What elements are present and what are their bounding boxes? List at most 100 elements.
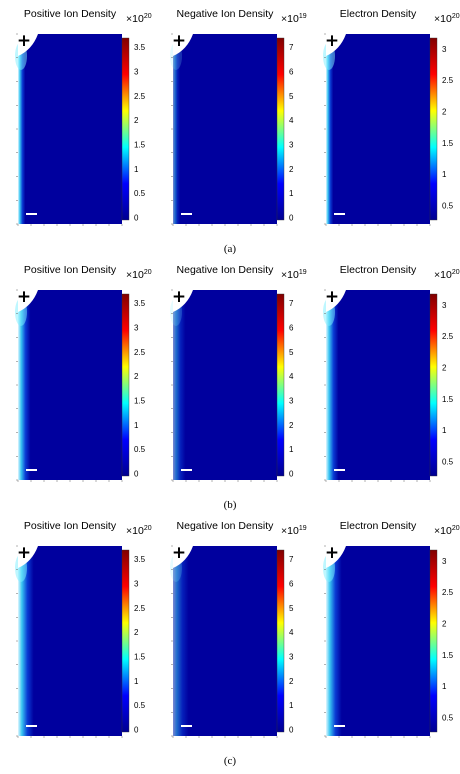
- density-panel: Electron Density+ ×1020 3 2.5 2 1.5 1 0.5: [323, 8, 460, 226]
- colorbar-exponent: ×1020: [126, 525, 152, 537]
- plus-electrode-icon: +: [325, 287, 339, 307]
- colorbar: [276, 37, 285, 221]
- plus-electrode-icon: +: [325, 31, 339, 51]
- colorbar: [429, 37, 438, 221]
- scale-bar: [181, 469, 192, 471]
- colorbar-tick-label: 1.5: [134, 652, 146, 661]
- edge-glow: [326, 546, 430, 736]
- colorbar-tick-label: 7: [289, 299, 294, 308]
- colorbar-tick-label: 0: [289, 213, 294, 222]
- colorbar-tick-label: 0.5: [442, 457, 454, 466]
- colorbar-tick-label: 3: [442, 557, 447, 566]
- colorbar-exponent: ×1020: [434, 269, 460, 281]
- scale-bar: [334, 213, 345, 215]
- row-caption: (c): [224, 755, 237, 767]
- colorbar-tick-label: 1: [289, 189, 294, 198]
- edge-glow: [18, 546, 122, 736]
- panel-title: Electron Density: [340, 8, 417, 20]
- colorbar-tick-label: 1.5: [442, 651, 454, 660]
- colorbar-tick-label: 4: [289, 116, 294, 125]
- colorbar-tick-label: 1: [134, 165, 139, 174]
- panel-title: Positive Ion Density: [24, 8, 117, 20]
- panel-title: Electron Density: [340, 520, 417, 532]
- scale-bar: [334, 725, 345, 727]
- electrode-region: [173, 290, 193, 312]
- colorbar-tick-label: 2: [442, 108, 447, 117]
- colorbar: [121, 293, 130, 477]
- edge-glow: [173, 546, 277, 736]
- panel-title: Electron Density: [340, 264, 417, 276]
- panel-title: Positive Ion Density: [24, 264, 117, 276]
- colorbar-tick-label: 0: [134, 213, 139, 222]
- colorbar-tick-label: 0: [134, 725, 139, 734]
- colorbar-tick-label: 1.5: [134, 140, 146, 149]
- colorbar-tick-label: 1.5: [442, 139, 454, 148]
- colorbar-exponent: ×1020: [126, 13, 152, 25]
- plus-electrode-icon: +: [172, 543, 186, 563]
- scale-bar: [334, 469, 345, 471]
- colorbar: [429, 549, 438, 733]
- colorbar-tick-label: 5: [289, 92, 294, 101]
- colorbar-tick-label: 2.5: [442, 332, 454, 341]
- colorbar-tick-label: 0: [289, 725, 294, 734]
- colorbar-tick-label: 1: [442, 170, 447, 179]
- panel-title: Negative Ion Density: [177, 520, 275, 532]
- edge-glow: [326, 34, 430, 224]
- colorbar-tick-label: 4: [289, 372, 294, 381]
- electrode-region: [173, 34, 193, 56]
- colorbar-tick-label: 0: [289, 469, 294, 478]
- colorbar-tick-label: 1.5: [442, 395, 454, 404]
- colorbar-tick-label: 1: [442, 682, 447, 691]
- panel-title: Negative Ion Density: [177, 8, 275, 20]
- colorbar-tick-label: 3: [134, 323, 139, 332]
- plus-electrode-icon: +: [17, 287, 31, 307]
- colorbar-exponent: ×1020: [434, 13, 460, 25]
- plus-electrode-icon: +: [172, 287, 186, 307]
- electrode-region: [326, 290, 346, 312]
- panel-title: Positive Ion Density: [24, 520, 117, 532]
- colorbar-tick-label: 2: [289, 165, 294, 174]
- colorbar-tick-label: 3.5: [134, 555, 146, 564]
- density-panel: Electron Density+ ×1020 3 2.5 2 1.5 1 0.5: [323, 520, 460, 738]
- colorbar-tick-label: 2.5: [442, 76, 454, 85]
- colorbar-tick-label: 0: [134, 469, 139, 478]
- colorbar-tick-label: 2: [289, 677, 294, 686]
- scale-bar: [181, 213, 192, 215]
- electrode-region: [173, 546, 193, 568]
- electrode-region: [326, 546, 346, 568]
- colorbar-tick-label: 3: [134, 67, 139, 76]
- electrode-region: [18, 290, 38, 312]
- colorbar-tick-label: 3: [442, 301, 447, 310]
- density-panel: Negative Ion Density + ×1019 7 6 5 4 3 2 1 0: [170, 264, 307, 482]
- colorbar-tick-label: 3: [289, 652, 294, 661]
- plus-electrode-icon: +: [172, 31, 186, 51]
- plus-electrode-icon: +: [325, 543, 339, 563]
- colorbar-tick-label: 0.5: [134, 189, 146, 198]
- colorbar-tick-label: 7: [289, 43, 294, 52]
- colorbar-tick-label: 2: [442, 364, 447, 373]
- colorbar-tick-label: 2.5: [134, 92, 146, 101]
- edge-glow: [18, 290, 122, 480]
- colorbar-exponent: ×1020: [434, 525, 460, 537]
- scale-bar: [181, 725, 192, 727]
- colorbar-tick-label: 2.5: [442, 588, 454, 597]
- colorbar-tick-label: 1.5: [134, 396, 146, 405]
- plus-electrode-icon: +: [17, 31, 31, 51]
- colorbar-tick-label: 0.5: [442, 201, 454, 210]
- plus-electrode-icon: +: [17, 543, 31, 563]
- colorbar-tick-label: 0.5: [134, 701, 146, 710]
- density-panel: Positive Ion Density + ×1020 3.5 3 2.5 2 1.5 1 0.…: [15, 520, 152, 738]
- density-panel: Positive Ion Density + ×1020 3.5 3 2.5 2 1.5 1 0.…: [15, 8, 152, 226]
- colorbar-tick-label: 2: [134, 628, 139, 637]
- colorbar-tick-label: 3: [442, 45, 447, 54]
- colorbar-tick-label: 0.5: [134, 445, 146, 454]
- colorbar-tick-label: 2: [134, 116, 139, 125]
- colorbar-tick-label: 6: [289, 579, 294, 588]
- colorbar-exponent: ×1019: [281, 525, 307, 537]
- colorbar-tick-label: 7: [289, 555, 294, 564]
- density-panel: Negative Ion Density + ×1019 7 6 5 4 3 2 1 0: [170, 8, 307, 226]
- row-caption: (a): [224, 243, 237, 255]
- edge-glow: [173, 290, 277, 480]
- density-panel: Positive Ion Density + ×1020 3.5 3 2.5 2 1.5 1 0.…: [15, 264, 152, 482]
